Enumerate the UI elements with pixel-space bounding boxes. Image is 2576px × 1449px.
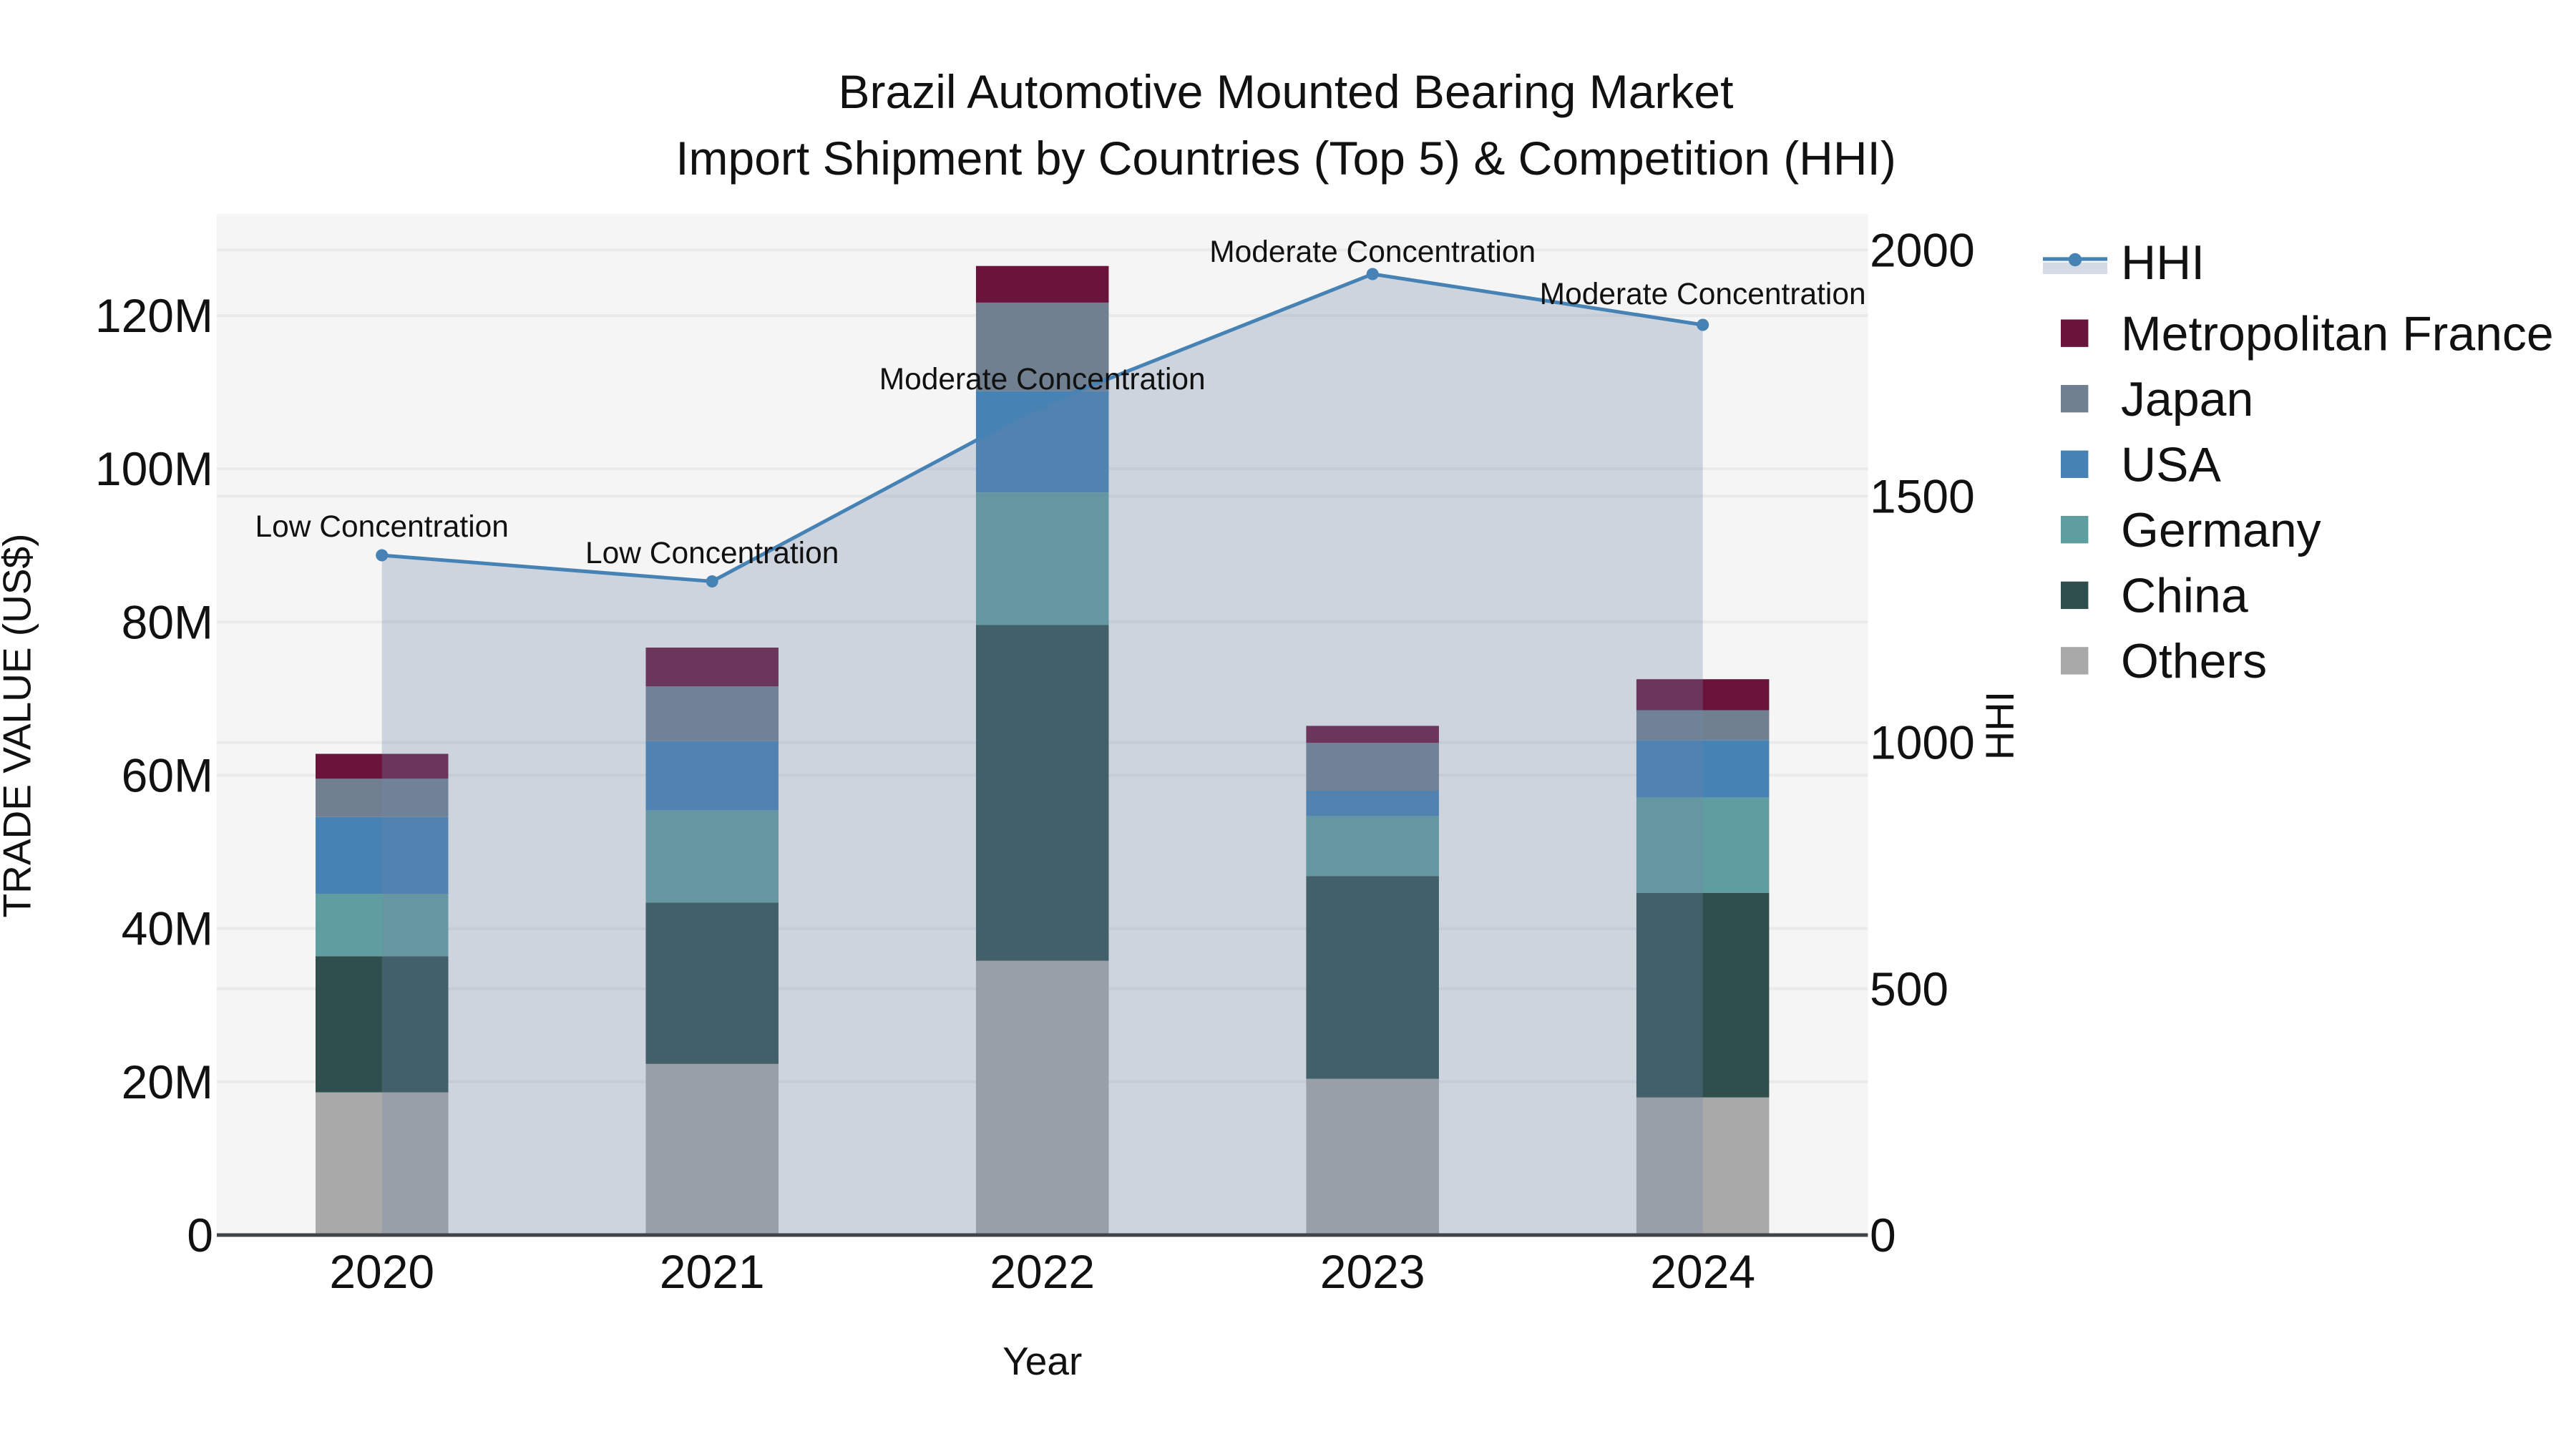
svg-text:2024: 2024 bbox=[1650, 1245, 1755, 1298]
svg-text:TRADE VALUE (US$): TRADE VALUE (US$) bbox=[0, 534, 39, 918]
svg-text:40M: 40M bbox=[122, 902, 213, 955]
svg-text:500: 500 bbox=[1870, 962, 1948, 1015]
svg-text:Germany: Germany bbox=[2121, 503, 2321, 557]
svg-text:China: China bbox=[2121, 569, 2248, 623]
svg-text:2023: 2023 bbox=[1320, 1245, 1425, 1298]
svg-text:2000: 2000 bbox=[1870, 223, 1975, 276]
svg-text:2022: 2022 bbox=[990, 1245, 1095, 1298]
svg-text:USA: USA bbox=[2121, 438, 2221, 492]
svg-text:Others: Others bbox=[2121, 634, 2267, 688]
svg-text:20M: 20M bbox=[122, 1055, 213, 1108]
svg-text:100M: 100M bbox=[95, 442, 213, 495]
svg-text:2021: 2021 bbox=[660, 1245, 765, 1298]
svg-text:Year: Year bbox=[1002, 1339, 1082, 1383]
svg-text:0: 0 bbox=[1870, 1209, 1896, 1262]
svg-text:1500: 1500 bbox=[1870, 470, 1975, 523]
svg-text:Low Concentration: Low Concentration bbox=[255, 510, 509, 544]
svg-text:Import Shipment by Countries (: Import Shipment by Countries (Top 5) & C… bbox=[675, 132, 1896, 185]
svg-text:Moderate Concentration: Moderate Concentration bbox=[1540, 278, 1866, 311]
svg-text:0: 0 bbox=[187, 1209, 213, 1262]
svg-text:Japan: Japan bbox=[2121, 372, 2253, 426]
svg-text:60M: 60M bbox=[122, 749, 213, 802]
svg-text:Moderate Concentration: Moderate Concentration bbox=[879, 363, 1206, 396]
svg-text:HHI: HHI bbox=[1977, 691, 2022, 760]
svg-text:HHI: HHI bbox=[2121, 235, 2205, 290]
svg-text:Metropolitan France: Metropolitan France bbox=[2121, 307, 2554, 361]
svg-text:2020: 2020 bbox=[329, 1245, 434, 1298]
svg-text:Brazil Automotive Mounted Bear: Brazil Automotive Mounted Bearing Market bbox=[839, 65, 1734, 118]
svg-text:1000: 1000 bbox=[1870, 716, 1975, 769]
svg-text:Moderate Concentration: Moderate Concentration bbox=[1209, 235, 1536, 269]
svg-text:120M: 120M bbox=[95, 289, 213, 342]
svg-text:80M: 80M bbox=[122, 595, 213, 648]
svg-text:Low Concentration: Low Concentration bbox=[585, 537, 839, 570]
